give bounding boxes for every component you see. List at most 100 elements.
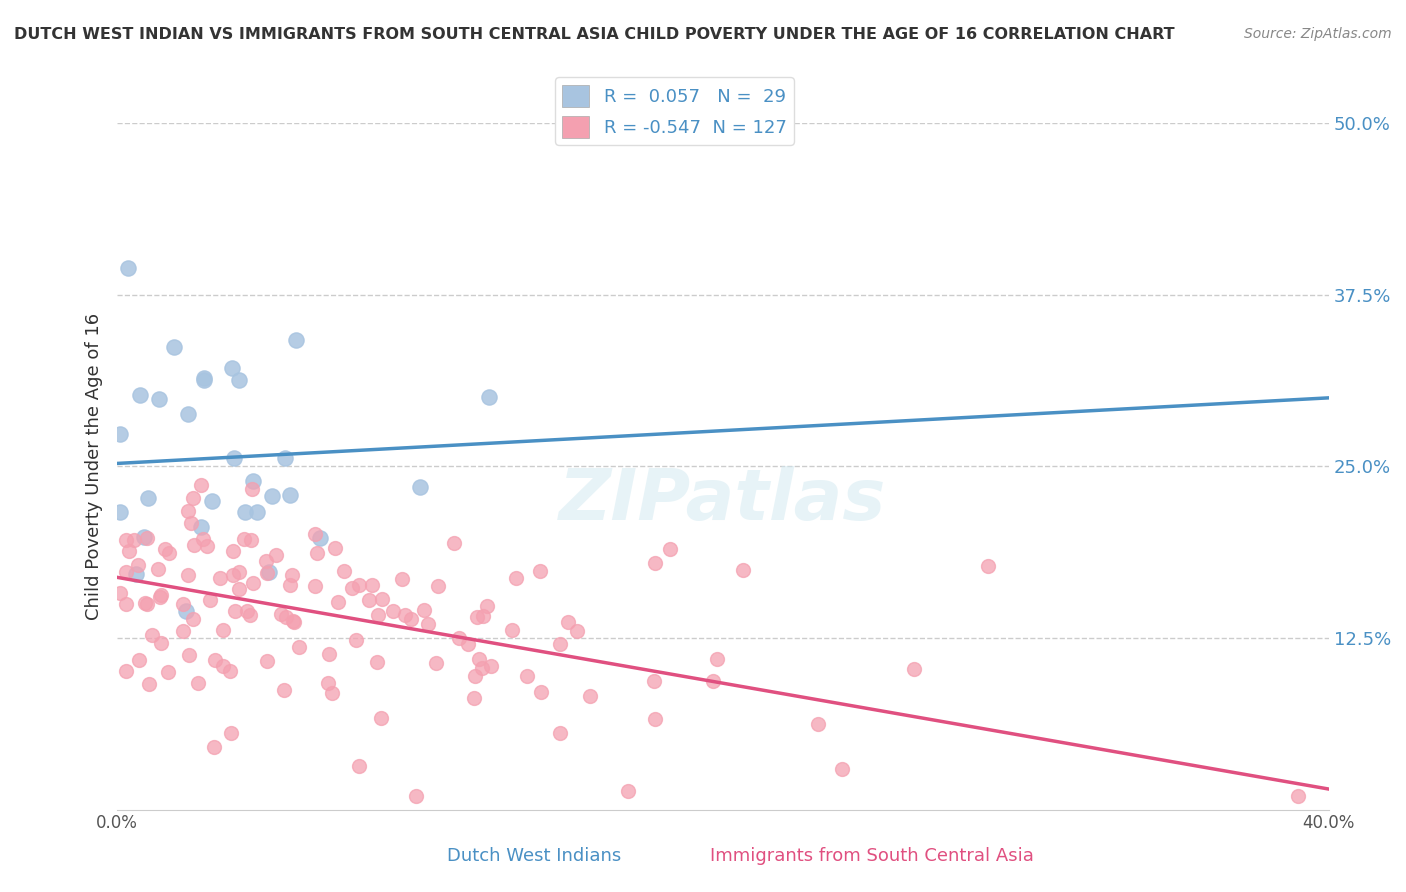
Point	[150, 635, 173, 649]
Y-axis label: Child Poverty Under the Age of 16: Child Poverty Under the Age of 16	[86, 313, 103, 620]
Point	[367, 608, 389, 623]
Point	[477, 599, 499, 614]
Point	[236, 604, 259, 618]
Point	[136, 597, 159, 611]
Point	[233, 505, 256, 519]
Point	[125, 567, 148, 582]
Point	[256, 566, 278, 580]
Point	[270, 607, 292, 621]
Point	[287, 640, 309, 655]
Point	[157, 546, 180, 560]
Point	[148, 392, 170, 407]
Point	[177, 407, 200, 421]
Point	[807, 717, 830, 731]
Point	[443, 536, 465, 550]
Point	[117, 260, 139, 275]
Point	[381, 604, 404, 618]
Point	[195, 539, 218, 553]
Text: DUTCH WEST INDIAN VS IMMIGRANTS FROM SOUTH CENTRAL ASIA CHILD POVERTY UNDER THE : DUTCH WEST INDIAN VS IMMIGRANTS FROM SOU…	[14, 27, 1174, 42]
Point	[222, 451, 245, 466]
Point	[218, 664, 240, 678]
Point	[110, 427, 132, 442]
Legend: R =  0.057   N =  29, R = -0.547  N = 127: R = 0.057 N = 29, R = -0.547 N = 127	[555, 78, 794, 145]
Point	[413, 603, 436, 617]
Point	[347, 759, 370, 773]
Point	[977, 558, 1000, 573]
Point	[134, 596, 156, 610]
Point	[307, 546, 329, 560]
Point	[257, 565, 280, 579]
Point	[208, 571, 231, 585]
Text: Source: ZipAtlas.com: Source: ZipAtlas.com	[1244, 27, 1392, 41]
Point	[110, 585, 132, 599]
Point	[172, 624, 194, 638]
Point	[644, 712, 666, 726]
Point	[464, 669, 486, 683]
Point	[115, 598, 138, 612]
Point	[198, 593, 221, 607]
Point	[326, 595, 349, 609]
Point	[391, 572, 413, 586]
Point	[318, 647, 340, 661]
Point	[233, 532, 256, 546]
Point	[274, 610, 297, 624]
Point	[578, 690, 600, 704]
Point	[401, 612, 423, 626]
Point	[193, 373, 215, 387]
Point	[505, 571, 527, 585]
Point	[280, 488, 302, 502]
Point	[706, 651, 728, 665]
Point	[370, 711, 392, 725]
Text: Dutch West Indians: Dutch West Indians	[447, 847, 621, 865]
Point	[256, 654, 278, 668]
Point	[359, 593, 381, 607]
Point	[529, 564, 551, 578]
Text: Immigrants from South Central Asia: Immigrants from South Central Asia	[710, 847, 1033, 865]
Point	[465, 610, 488, 624]
Point	[242, 474, 264, 488]
Point	[643, 673, 665, 688]
Point	[212, 624, 235, 638]
Point	[221, 568, 243, 582]
Point	[501, 623, 523, 637]
Point	[903, 662, 925, 676]
Point	[557, 615, 579, 629]
Point	[323, 541, 346, 556]
Point	[361, 578, 384, 592]
Point	[246, 505, 269, 519]
Point	[157, 665, 180, 679]
Point	[204, 653, 226, 667]
Point	[153, 541, 176, 556]
Point	[118, 544, 141, 558]
Point	[702, 673, 724, 688]
Point	[281, 568, 304, 582]
Point	[115, 664, 138, 678]
Point	[228, 373, 250, 387]
Point	[273, 450, 295, 465]
Point	[447, 632, 470, 646]
Point	[280, 578, 302, 592]
Point	[284, 333, 307, 347]
Point	[190, 477, 212, 491]
Point	[309, 531, 332, 545]
Point	[183, 538, 205, 552]
Point	[304, 579, 326, 593]
Point	[425, 656, 447, 670]
Point	[174, 604, 197, 618]
Point	[548, 725, 571, 739]
Point	[457, 637, 479, 651]
Point	[281, 615, 304, 629]
Point	[136, 491, 159, 505]
Point	[340, 581, 363, 595]
Point	[240, 533, 263, 547]
Point	[201, 494, 224, 508]
Point	[394, 608, 416, 623]
Point	[471, 661, 494, 675]
Point	[516, 669, 538, 683]
Point	[254, 554, 277, 568]
Point	[122, 533, 145, 547]
Point	[321, 686, 343, 700]
Point	[427, 579, 450, 593]
Point	[242, 576, 264, 591]
Point	[283, 615, 305, 629]
